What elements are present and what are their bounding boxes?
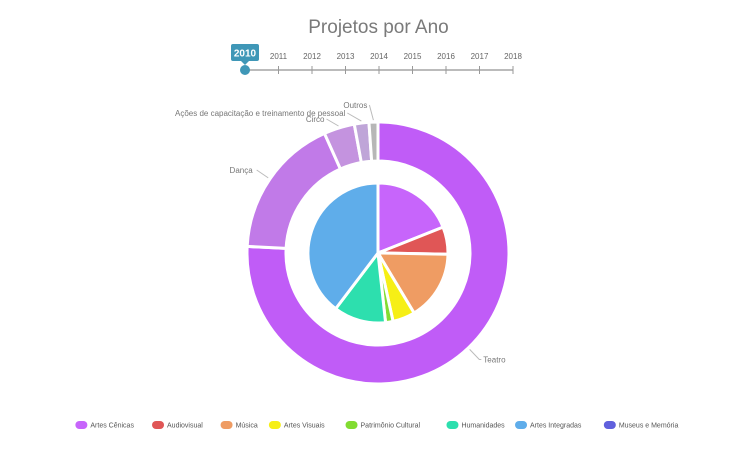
timeline-year-2017[interactable]: 2017 <box>471 52 489 61</box>
outer-label-acoes-de-capacitacao-e-treinamento-de-pessoal: Ações de capacitação e treinamento de pe… <box>175 109 346 118</box>
inner-slice-musica[interactable] <box>376 251 450 315</box>
timeline-year-2012[interactable]: 2012 <box>303 52 321 61</box>
timeline-year-2015[interactable]: 2015 <box>404 52 422 61</box>
outer-slice-outros[interactable] <box>367 120 380 163</box>
leader-line-danca <box>256 169 269 179</box>
legend-item-museus-e-memoria[interactable]: Museus e Memória <box>619 423 679 430</box>
legend-item-humanidades[interactable]: Humanidades <box>461 423 505 430</box>
leader-line-teatro <box>469 349 482 361</box>
timeline-year-2016[interactable]: 2016 <box>437 52 455 61</box>
legend-item-patrimonio-cultural[interactable]: Patrimônio Cultural <box>361 423 421 430</box>
leader-line-acoes-de-capacitacao-e-treinamento-de-pessoal <box>347 112 362 122</box>
legend-swatch-humanidades[interactable] <box>446 421 459 429</box>
timeline-year-2014[interactable]: 2014 <box>370 52 388 61</box>
legend-swatch-audiovisual[interactable] <box>152 421 165 429</box>
timeline-handle[interactable] <box>240 65 250 75</box>
timeline-current-badge <box>231 44 259 61</box>
leader-line-outros <box>368 104 374 121</box>
timeline-current-year: 2010 <box>234 49 257 60</box>
outer-slice-teatro[interactable] <box>245 120 511 386</box>
timeline-year-2013[interactable]: 2013 <box>337 52 355 61</box>
leader-line-circo <box>326 118 339 127</box>
outer-label-circo: Circo <box>306 115 325 124</box>
legend-swatch-patrimonio-cultural[interactable] <box>345 421 358 429</box>
legend-item-audiovisual[interactable]: Audiovisual <box>167 423 203 430</box>
legend-swatch-museus-e-memoria[interactable] <box>603 421 616 429</box>
outer-label-danca: Dança <box>230 166 254 175</box>
timeline-year-2018[interactable]: 2018 <box>504 52 522 61</box>
chart-title: Projetos por Ano <box>308 17 449 38</box>
legend-swatch-artes-visuais[interactable] <box>268 421 281 429</box>
legend-swatch-musica[interactable] <box>220 421 233 429</box>
outer-label-teatro: Teatro <box>483 356 506 365</box>
legend-swatch-artes-integradas[interactable] <box>515 421 528 429</box>
legend-item-artes-visuais[interactable]: Artes Visuais <box>284 423 325 430</box>
timeline-year-2011[interactable]: 2011 <box>270 52 288 61</box>
legend-swatch-artes-cenicas[interactable] <box>75 421 88 429</box>
outer-label-outros: Outros <box>343 101 367 110</box>
legend-item-artes-cenicas[interactable]: Artes Cênicas <box>90 423 134 430</box>
timeline-badge-pointer <box>241 61 249 65</box>
legend-item-artes-integradas[interactable]: Artes Integradas <box>530 423 582 430</box>
inner-slice-artes-cenicas[interactable] <box>376 181 445 255</box>
legend-item-musica[interactable]: Música <box>236 423 258 430</box>
inner-slice-artes-integradas[interactable] <box>306 181 380 311</box>
